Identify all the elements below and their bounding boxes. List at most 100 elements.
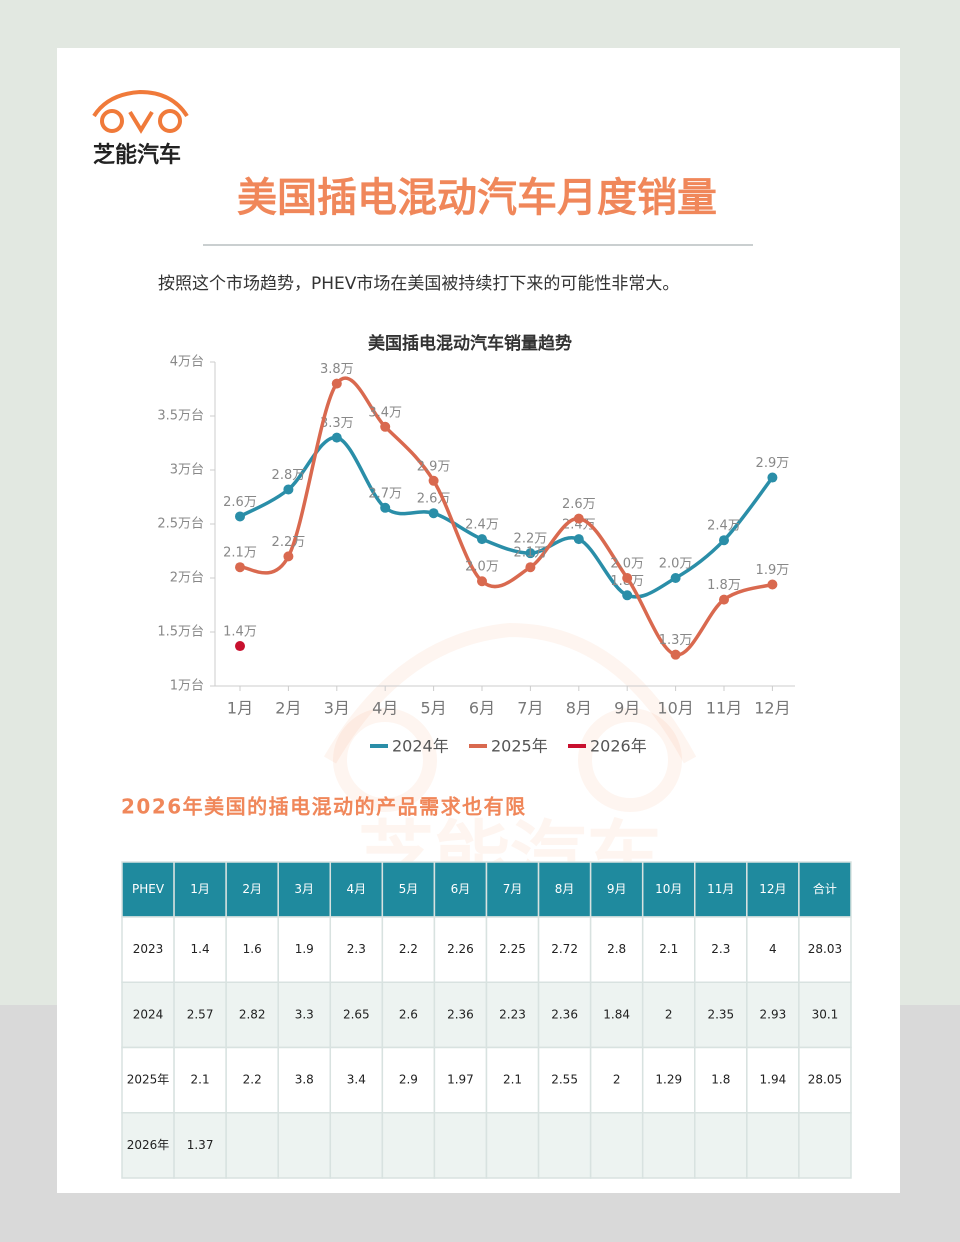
cell-text: 2.8: [607, 942, 626, 956]
point: [283, 551, 294, 562]
point: [622, 573, 633, 583]
legend-label: 2025年: [491, 737, 548, 756]
table-cell: [798, 981, 852, 1049]
x-tick-label: 8月: [566, 699, 592, 718]
header-text: 7月: [503, 882, 523, 896]
cell-text: 2.1: [503, 1073, 522, 1087]
table-cell: [798, 916, 852, 983]
point: [235, 641, 245, 652]
cell-text: 1.97: [447, 1073, 474, 1087]
data-label: 2.1万: [514, 546, 548, 561]
cell-text: 1.8: [711, 1073, 730, 1087]
header-cell: [537, 861, 592, 918]
y-tick-label: 3.5万台: [157, 409, 204, 424]
table-cell: [381, 981, 436, 1049]
point: [670, 649, 681, 660]
point: [428, 475, 439, 486]
table-cell: [485, 1112, 540, 1179]
point: [573, 534, 584, 545]
header-text: 1月: [190, 882, 210, 896]
watermark-icon: [323, 622, 697, 812]
data-label: 2.6万: [562, 497, 596, 512]
table-cell: [121, 1046, 175, 1114]
table-cell: [329, 1112, 384, 1179]
table-cell: [798, 1046, 852, 1114]
table-cell: [277, 1046, 332, 1114]
cell-text: 3.3: [295, 1007, 314, 1021]
header-cell: [329, 861, 384, 918]
header-text: 10月: [655, 882, 682, 896]
table-cell: [225, 1112, 279, 1179]
cell-text: 1.37: [187, 1138, 214, 1152]
section-title: 2026年美国的插电混动的产品需求也有限: [121, 795, 527, 819]
header-cell: [798, 861, 852, 918]
table-cell: [173, 916, 227, 983]
y-tick-label: 2.5万台: [157, 517, 204, 532]
data-label: 2.9万: [756, 456, 790, 471]
data-label: 2.0万: [610, 557, 644, 572]
cell-text: 3.4: [347, 1073, 366, 1087]
data-label: 1.8万: [707, 578, 741, 593]
cell-text: 1.9: [295, 942, 314, 956]
data-label: 2.0万: [659, 557, 693, 572]
data-label: 1.3万: [659, 633, 693, 648]
data-label: 2.1万: [223, 546, 257, 561]
y-tick-label: 3万台: [170, 463, 204, 478]
table-cell: [381, 1112, 436, 1179]
cell-text: 2.2: [399, 942, 418, 956]
x-tick-label: 6月: [469, 699, 495, 718]
header-text: 8月: [555, 882, 575, 896]
table-cell: [537, 1112, 592, 1179]
data-label: 2.4万: [465, 518, 499, 533]
y-tick-label: 1万台: [170, 679, 204, 694]
cell-text: 1.29: [655, 1073, 682, 1087]
cell-text: 2.36: [551, 1007, 578, 1021]
point: [380, 502, 391, 513]
cell-text: 3.8: [295, 1073, 314, 1087]
cell-text: 2.26: [447, 942, 474, 956]
cell-text: 2026年: [127, 1138, 170, 1152]
logo-icon: [92, 89, 189, 134]
x-tick-label: 9月: [614, 699, 640, 718]
table-cell: [173, 1112, 227, 1179]
header-text: 3月: [294, 882, 314, 896]
table-cell: [589, 981, 644, 1049]
data-label: 2.7万: [368, 486, 402, 501]
cell-text: 2.36: [447, 1007, 474, 1021]
cell-text: 28.03: [808, 942, 842, 956]
cell-text: 2.65: [343, 1007, 370, 1021]
data-label: 2.4万: [707, 519, 741, 534]
cell-text: 2.9: [399, 1073, 418, 1087]
header-cell: [433, 861, 488, 918]
table-cell: [277, 981, 332, 1049]
point: [622, 590, 633, 601]
point: [283, 484, 294, 495]
table-cell: [121, 916, 175, 983]
header-cell: [225, 861, 279, 918]
table-cell: [121, 981, 175, 1049]
y-tick-label: 1.5万台: [157, 625, 204, 640]
table-cell: [277, 916, 332, 983]
cell-text: 2.3: [347, 942, 366, 956]
table-cell: [694, 981, 748, 1049]
header-text: 2月: [242, 882, 262, 896]
cell-text: 2: [613, 1073, 621, 1087]
header-text: PHEV: [132, 882, 165, 896]
legend-label: 2026年: [590, 737, 647, 756]
table-cell: [746, 916, 800, 983]
data-label: 2.2万: [514, 532, 548, 547]
point: [477, 534, 487, 545]
header-text: 5月: [399, 882, 419, 896]
x-tick-label: 5月: [421, 699, 447, 718]
table-cell: [641, 1112, 696, 1179]
cell-text: 2024: [133, 1007, 164, 1021]
table-cell: [589, 916, 644, 983]
cell-text: 2.3: [711, 942, 730, 956]
table-cell: [589, 1112, 644, 1179]
cell-text: 1.4: [191, 942, 210, 956]
table-cell: [537, 981, 592, 1049]
data-label: 2.8万: [272, 468, 306, 483]
cell-text: 2.25: [499, 942, 526, 956]
cell-text: 2.2: [243, 1073, 262, 1087]
